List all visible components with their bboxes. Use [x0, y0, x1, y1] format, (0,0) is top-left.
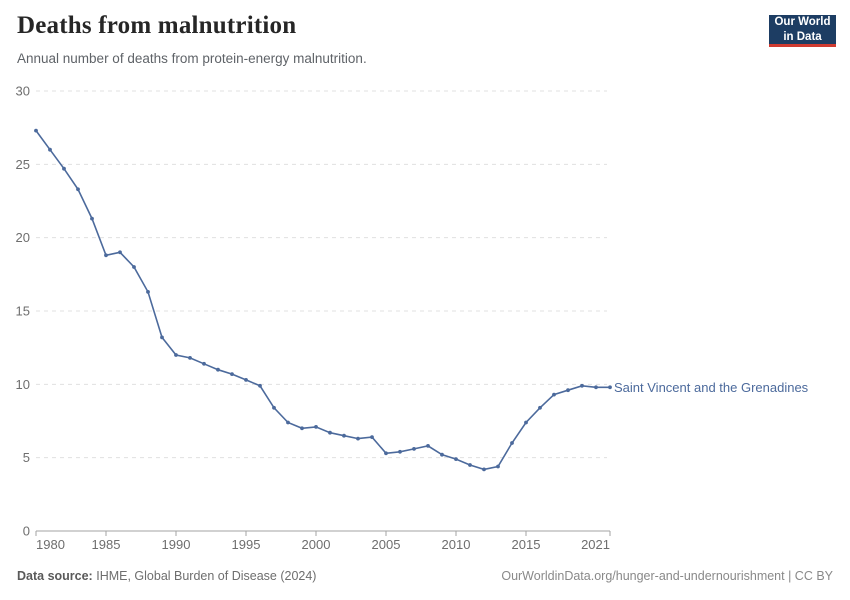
owid-logo-line2: in Data: [783, 30, 822, 43]
series-label[interactable]: Saint Vincent and the Grenadines: [614, 380, 809, 395]
data-source-label: Data source:: [17, 569, 93, 583]
data-point[interactable]: [258, 383, 262, 388]
y-tick-label: 10: [16, 377, 30, 392]
data-point[interactable]: [62, 166, 66, 171]
series-line: [35, 130, 610, 471]
data-point[interactable]: [76, 187, 80, 192]
data-point[interactable]: [230, 372, 234, 376]
data-point[interactable]: [286, 420, 290, 425]
data-point[interactable]: [216, 367, 220, 372]
data-point[interactable]: [34, 128, 38, 133]
page-title: Deaths from malnutrition: [17, 12, 297, 39]
data-point[interactable]: [510, 441, 514, 445]
data-point[interactable]: [482, 467, 486, 472]
data-point[interactable]: [566, 388, 570, 393]
data-point[interactable]: [118, 250, 122, 255]
data-point[interactable]: [468, 463, 472, 467]
x-tick-label: 2010: [442, 537, 471, 552]
data-point[interactable]: [496, 464, 500, 469]
data-point[interactable]: [412, 447, 416, 451]
chart-subtitle: Annual number of deaths from protein-ene…: [17, 51, 367, 66]
y-tick-label: 0: [23, 524, 30, 539]
data-point[interactable]: [272, 405, 276, 410]
data-point[interactable]: [342, 433, 346, 438]
data-point[interactable]: [160, 335, 164, 340]
y-tick-label: 25: [16, 157, 30, 172]
data-point[interactable]: [384, 451, 388, 456]
data-point[interactable]: [454, 457, 458, 461]
data-point[interactable]: [608, 385, 612, 390]
data-point[interactable]: [244, 378, 248, 382]
data-point[interactable]: [426, 444, 430, 448]
y-tick-label: 15: [16, 304, 30, 319]
data-point[interactable]: [202, 361, 206, 366]
data-point[interactable]: [356, 436, 360, 441]
data-point[interactable]: [90, 216, 94, 221]
x-tick-label: 2021: [581, 537, 610, 552]
owid-logo-line1: Our World: [774, 15, 831, 28]
x-tick-label: 2000: [302, 537, 331, 552]
data-point[interactable]: [580, 383, 584, 388]
y-tick-label: 20: [16, 230, 30, 245]
data-point[interactable]: [188, 356, 192, 360]
data-point[interactable]: [398, 449, 402, 454]
x-tick-label: 1990: [162, 537, 191, 552]
data-point[interactable]: [314, 425, 318, 429]
data-point[interactable]: [104, 253, 108, 258]
owid-logo[interactable]: Our World in Data: [769, 15, 836, 47]
x-tick-label: 2005: [372, 537, 401, 552]
data-point[interactable]: [48, 147, 52, 152]
data-point[interactable]: [370, 435, 374, 439]
data-point[interactable]: [552, 392, 556, 397]
x-tick-label: 2015: [512, 537, 541, 552]
data-point[interactable]: [300, 426, 304, 431]
data-point[interactable]: [328, 430, 332, 435]
x-tick-label: 1995: [232, 537, 261, 552]
y-tick-label: 5: [23, 450, 30, 465]
data-point[interactable]: [174, 353, 178, 357]
x-tick-label: 1980: [36, 537, 65, 552]
data-point[interactable]: [146, 290, 150, 294]
y-tick-label: 30: [16, 84, 30, 99]
attribution-link[interactable]: OurWorldinData.org/hunger-and-undernouri…: [501, 569, 833, 583]
x-tick-label: 1985: [92, 537, 121, 552]
data-point[interactable]: [132, 265, 136, 269]
data-point[interactable]: [594, 385, 598, 390]
data-source-value: IHME, Global Burden of Disease (2024): [96, 569, 317, 583]
data-point[interactable]: [440, 452, 444, 457]
data-point[interactable]: [538, 405, 542, 410]
data-point[interactable]: [524, 420, 528, 425]
data-source: Data source: IHME, Global Burden of Dise…: [17, 569, 316, 583]
